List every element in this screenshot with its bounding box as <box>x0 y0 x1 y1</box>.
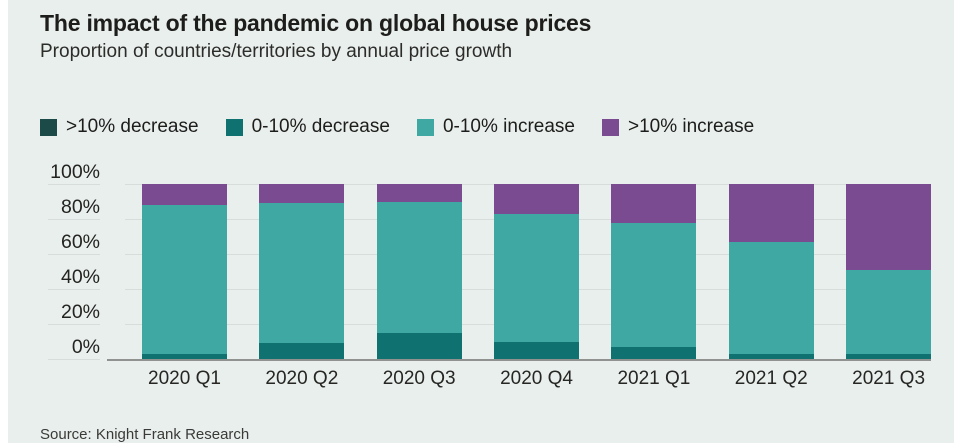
bar-segment <box>728 353 814 359</box>
x-tick-label: 2021 Q2 <box>734 368 808 389</box>
y-tick-label: 0% <box>71 336 100 358</box>
legend-item: >10% increase <box>601 116 755 138</box>
legend-item: 0-10% decrease <box>225 116 390 138</box>
y-tick-label: 80% <box>60 196 100 218</box>
y-tick-label: 20% <box>60 301 100 323</box>
legend-label: >10% decrease <box>66 116 199 137</box>
y-tick-line <box>48 184 100 185</box>
x-tick-label: 2020 Q2 <box>265 368 339 389</box>
bar-segment <box>611 222 697 347</box>
bar-2021-q2 <box>728 184 814 359</box>
legend-label: 0-10% decrease <box>251 116 390 137</box>
bar-segment <box>494 184 580 214</box>
bar-segment <box>846 269 932 354</box>
y-tick-line <box>48 289 100 290</box>
chart-legend: >10% decrease 0-10% decrease 0-10% increas… <box>40 116 754 138</box>
bar-2020-q3 <box>376 184 462 359</box>
y-tick-line <box>48 324 100 325</box>
legend-swatch <box>225 118 243 136</box>
x-tick-label: 2020 Q1 <box>148 368 221 389</box>
bar-2021-q1 <box>611 184 697 359</box>
bar-segment <box>259 343 345 359</box>
legend-swatch <box>416 118 434 136</box>
bar-segment <box>494 341 580 359</box>
bar-segment <box>611 184 697 223</box>
bar-segment <box>846 184 932 270</box>
bar-segment <box>142 184 227 205</box>
chart-title: The impact of the pandemic on global hou… <box>40 10 592 36</box>
bar-segment <box>376 332 462 359</box>
legend-swatch <box>601 118 619 136</box>
x-tick-label: 2020 Q3 <box>382 368 456 389</box>
bar-segment <box>494 213 580 342</box>
y-tick-line <box>48 219 100 220</box>
bar-segment <box>376 184 462 202</box>
legend-item: >10% decrease <box>40 116 199 138</box>
bar-segment <box>142 353 227 359</box>
bar-2020-q4 <box>494 184 580 359</box>
bar-2021-q3 <box>846 184 932 359</box>
bar-2020-q1 <box>142 184 227 359</box>
bar-segment <box>728 241 814 354</box>
legend-swatch <box>40 118 57 136</box>
bar-2020-q2 <box>259 184 345 359</box>
bar-segment <box>611 346 697 359</box>
bar-segment <box>376 201 462 333</box>
source-note: Source: Knight Frank Research <box>40 426 250 443</box>
bar-segment <box>259 203 345 344</box>
legend-label: >10% increase <box>627 116 755 137</box>
x-tick-label: 2020 Q4 <box>500 368 573 389</box>
y-tick-line <box>48 359 100 360</box>
page-bottom-margin <box>0 443 954 447</box>
x-axis-baseline <box>107 359 931 361</box>
bar-segment <box>728 184 814 242</box>
x-tick-label: 2021 Q1 <box>617 368 691 389</box>
page-left-margin <box>0 0 8 447</box>
x-tick-label: 2021 Q3 <box>852 368 926 389</box>
legend-label: 0-10% increase <box>442 116 575 137</box>
y-tick-label: 40% <box>60 266 100 288</box>
y-tick-label: 100% <box>50 161 100 183</box>
bar-segment <box>142 205 227 354</box>
bar-segment <box>259 184 345 204</box>
chart-subtitle: Proportion of countries/territories by a… <box>40 41 513 62</box>
bar-segment <box>846 353 932 359</box>
y-axis: 0% 20% 40% 60% 80% 100% <box>0 162 100 360</box>
legend-item: 0-10% increase <box>416 116 575 138</box>
plot-area <box>107 184 932 361</box>
y-tick-line <box>48 254 100 255</box>
y-tick-label: 60% <box>60 231 100 253</box>
x-axis: 2020 Q1 2020 Q2 2020 Q3 2020 Q4 2021 Q1 2021 … <box>125 368 931 392</box>
